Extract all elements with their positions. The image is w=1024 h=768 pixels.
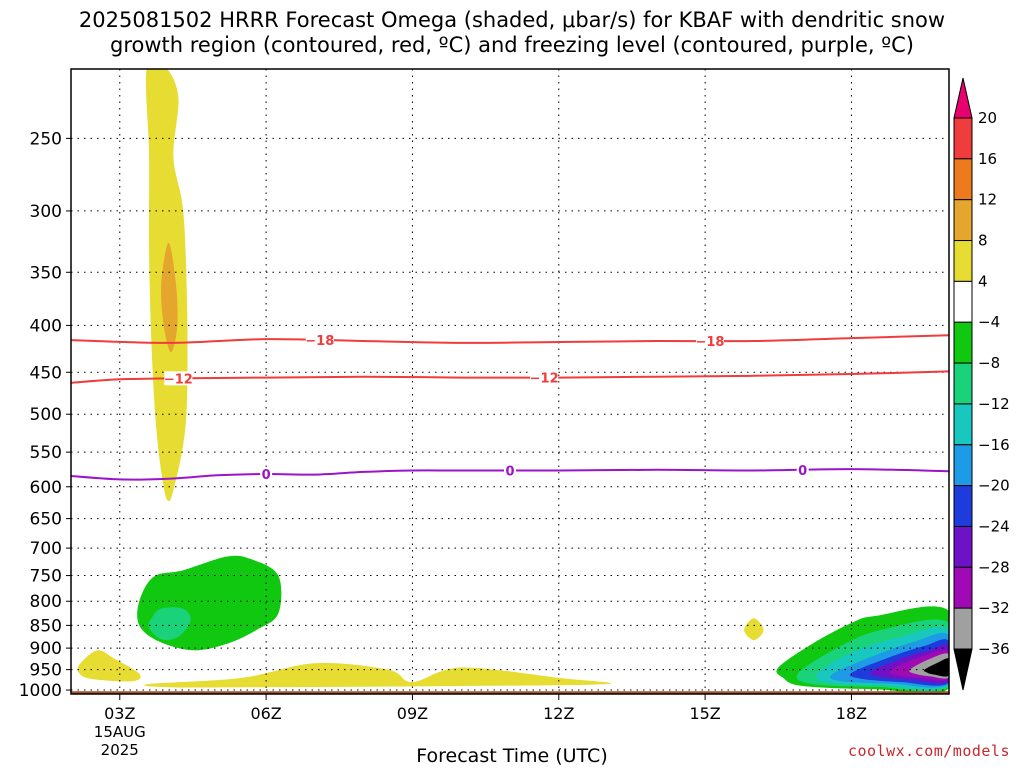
omega-region — [144, 663, 612, 688]
colorbar-label: 4 — [978, 272, 988, 290]
x-tick-label: 12Z — [543, 704, 574, 723]
contour-label: 0 — [798, 464, 807, 479]
omega-region — [77, 650, 141, 682]
colorbar-label: −36 — [978, 640, 1010, 658]
plot-frame — [70, 68, 950, 695]
x-tick-label: 06Z — [250, 704, 281, 723]
colorbar-segment — [953, 444, 973, 487]
colorbar-segment — [953, 240, 973, 282]
colorbar-label: −20 — [978, 477, 1010, 495]
x-tick-label: 03Z — [104, 704, 135, 723]
contour-label-bg — [504, 463, 516, 478]
colorbar-top-arrow — [953, 77, 973, 119]
x-tick-year: 2025 — [101, 741, 139, 759]
colorbar-label: 8 — [978, 232, 988, 250]
colorbar-segment — [953, 280, 973, 323]
colorbar-segment — [953, 199, 973, 242]
y-tick-label: 600 — [30, 478, 62, 498]
colorbar-label: −4 — [978, 313, 1000, 331]
contour-label-bg — [796, 462, 809, 477]
colorbar-label: −12 — [978, 395, 1010, 413]
x-tick-label: 15Z — [689, 704, 720, 723]
colorbar-bottom-arrow — [953, 648, 973, 691]
omega-region — [148, 607, 191, 640]
colorbar-segment — [953, 158, 973, 201]
colorbar-segment — [953, 403, 973, 446]
contour-label-bg — [530, 370, 559, 385]
x-axis-label: Forecast Time (UTC) — [416, 745, 608, 767]
colorbar-segment — [953, 485, 973, 527]
contour-line — [71, 334, 949, 344]
y-tick-label: 250 — [30, 129, 62, 149]
colorbar-segment — [953, 117, 973, 160]
contour-label: 0 — [505, 465, 514, 480]
credit-text: coolwx.com/models — [847, 742, 1010, 760]
contour-label: −12 — [530, 372, 559, 387]
y-tick-label: 300 — [30, 202, 62, 222]
y-tick-label: 900 — [30, 639, 62, 659]
y-tick-label: 1000 — [19, 681, 62, 701]
contour-line — [71, 370, 949, 384]
colorbar-segment — [953, 525, 973, 568]
y-tick-label: 850 — [30, 616, 62, 636]
y-tick-label: 400 — [30, 316, 62, 336]
contour-label-bg — [305, 333, 334, 348]
ground-surface — [71, 691, 949, 694]
colorbar-segment — [953, 321, 973, 364]
omega-region — [923, 658, 949, 677]
y-tick-label: 350 — [30, 263, 62, 283]
colorbar-segment — [953, 362, 973, 405]
colorbar-label: −8 — [978, 354, 1000, 372]
y-tick-label: 750 — [30, 567, 62, 587]
colorbar-label: −16 — [978, 436, 1010, 454]
y-tick-label: 450 — [30, 363, 62, 383]
chart-title-line2: growth region (contoured, red, ºC) and f… — [110, 33, 914, 57]
contour-label: −18 — [305, 334, 334, 349]
colorbar-label: 16 — [978, 150, 997, 168]
colorbar-label: 20 — [978, 109, 997, 127]
colorbar-label: 12 — [978, 191, 997, 209]
colorbar-segment — [953, 607, 973, 650]
contour-label: −18 — [695, 335, 724, 350]
y-tick-label: 950 — [30, 661, 62, 681]
x-tick-label: 18Z — [836, 704, 867, 723]
chart-title-line1: 2025081502 HRRR Forecast Omega (shaded, … — [78, 8, 946, 32]
contour-label-bg — [260, 466, 273, 481]
colorbar-label: −24 — [978, 517, 1010, 535]
contour-label: −12 — [164, 372, 193, 387]
y-tick-label: 700 — [30, 539, 62, 559]
colorbar-label: −28 — [978, 558, 1010, 576]
colorbar-label: −32 — [978, 599, 1010, 617]
x-tick-date: 15AUG — [94, 723, 146, 741]
y-tick-label: 550 — [30, 443, 62, 463]
x-tick-label: 09Z — [397, 704, 428, 723]
y-tick-label: 500 — [30, 405, 62, 425]
contour-label-bg — [695, 334, 724, 349]
contour-label: 0 — [262, 468, 271, 483]
contour-label-bg — [164, 371, 193, 386]
y-tick-label: 650 — [30, 510, 62, 530]
contour-line — [71, 468, 949, 481]
omega-region — [744, 618, 764, 641]
colorbar-segment — [953, 566, 973, 609]
omega-region — [160, 242, 178, 353]
y-tick-label: 800 — [30, 592, 62, 612]
